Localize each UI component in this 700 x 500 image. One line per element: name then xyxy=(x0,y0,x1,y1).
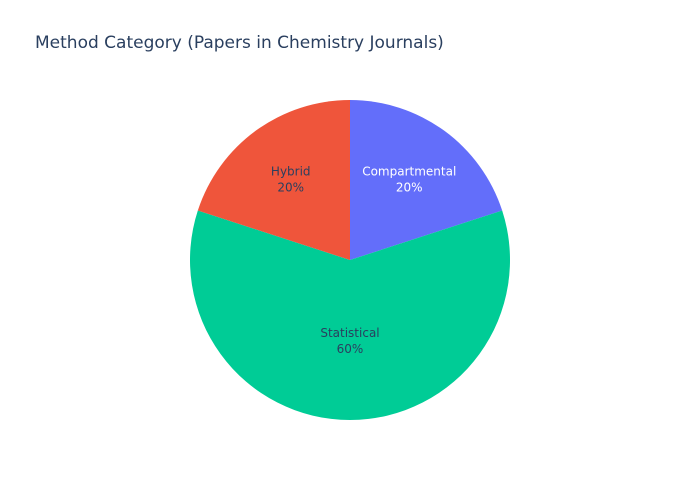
pie-slice-statistical[interactable] xyxy=(189,210,511,421)
pie-slice-compartmental[interactable] xyxy=(350,100,503,260)
slice-label-compartmental: Compartmental 20% xyxy=(362,164,456,194)
slice-name: Statistical xyxy=(320,326,379,340)
slice-label-hybrid: Hybrid 20% xyxy=(271,164,311,194)
slice-percent: 20% xyxy=(277,180,304,194)
slice-percent: 60% xyxy=(337,342,364,356)
slice-name: Compartmental xyxy=(362,164,456,178)
chart-title: Method Category (Papers in Chemistry Jou… xyxy=(35,33,444,53)
slice-percent: 20% xyxy=(396,180,423,194)
slice-name: Hybrid xyxy=(271,164,311,178)
pie-slice-hybrid[interactable] xyxy=(197,100,350,260)
slice-label-statistical: Statistical 60% xyxy=(320,326,379,356)
